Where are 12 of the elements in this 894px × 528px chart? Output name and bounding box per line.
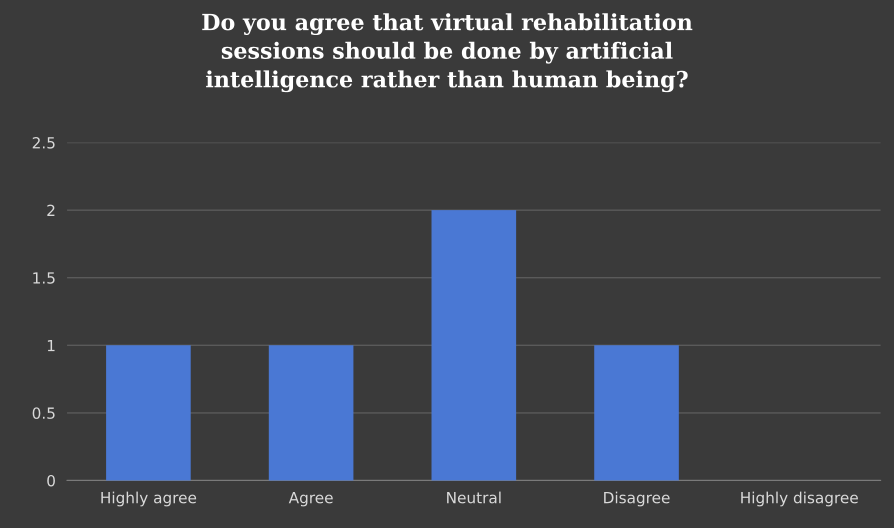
x-tick-label: Agree (288, 492, 333, 506)
y-tick-label: 1 (48, 340, 55, 352)
y-tick-label: 1.5 (33, 272, 55, 284)
x-tick-label: Disagree (604, 492, 670, 506)
x-tick-label: Highly agree (101, 492, 196, 506)
x-tick-label: Neutral (447, 492, 501, 504)
y-tick-label: 2.5 (32, 137, 55, 149)
chart-title: Do you agree that virtual rehabilitation sessions should be done by artificial intelligence rather than human being? (202, 13, 692, 92)
y-tick-label: 0.5 (32, 407, 55, 419)
y-tick-label: 2 (47, 204, 54, 216)
y-tick-label: 0 (47, 474, 55, 486)
x-tick-label: Highly disagree (741, 492, 858, 506)
